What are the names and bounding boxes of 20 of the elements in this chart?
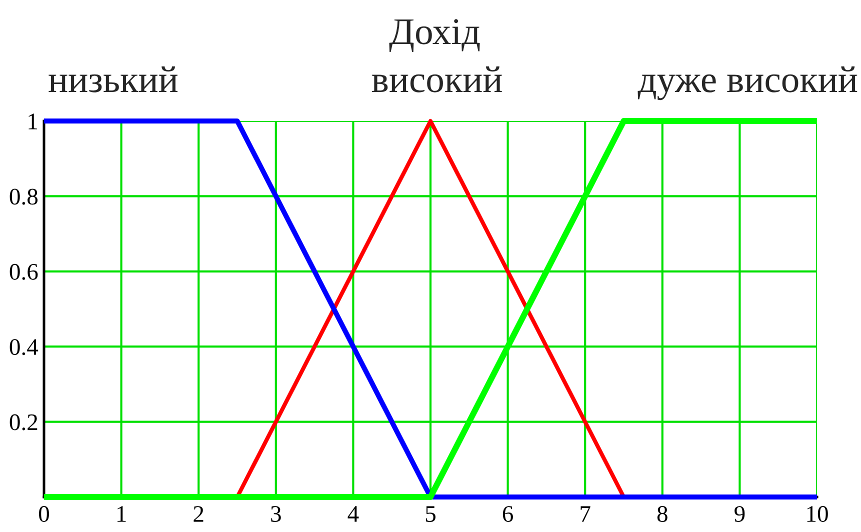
x-tick-label: 9 [734,506,745,522]
y-tick-label: 0.8 [10,188,38,205]
x-tick-label: 1 [117,506,126,522]
x-tick-label: 10 [807,506,828,522]
y-tick-label: 1 [28,114,38,130]
text: низький [48,66,178,92]
x-tick-label: 8 [657,506,668,522]
x-tick-label: 7 [580,506,590,522]
text: високий [372,66,502,92]
y-tick-label: 0.4 [10,339,38,356]
x-tick-label: 0 [38,506,50,522]
x-tick-label: 5 [426,506,436,522]
y-tick-label: 0.2 [10,414,38,430]
y-tick-label: 0.6 [10,264,38,280]
x-tick-label: 6 [502,506,513,522]
chart-title: Дохід [389,19,480,52]
text: дуже високий [638,66,858,100]
x-tick-label: 3 [271,506,281,522]
x-tick-label: 4 [348,506,359,522]
x-tick-label: 2 [194,506,204,522]
